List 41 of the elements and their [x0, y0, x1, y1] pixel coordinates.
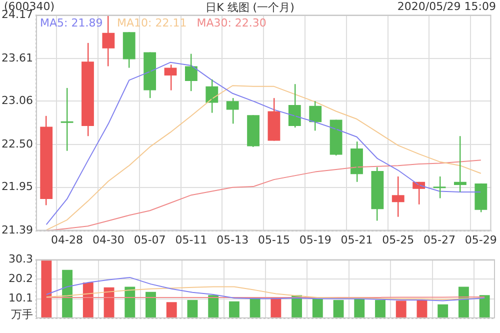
bar [62, 270, 73, 318]
bar [41, 260, 52, 318]
x-tick-label: 05-07 [134, 233, 166, 246]
bar [438, 304, 448, 318]
y-tick-label: 23.06 [2, 94, 33, 108]
y-tick-label: 21.39 [2, 224, 33, 237]
x-tick-label: 05-25 [382, 233, 414, 246]
text: MA30: 22.30 [196, 16, 266, 30]
y-axis-title: 万手 [11, 308, 33, 321]
x-tick-label: 05-19 [299, 233, 332, 246]
x-tick-label: 04-28 [51, 233, 84, 246]
text: MA5: 21.89 [40, 16, 103, 30]
bar [82, 282, 94, 318]
bar [250, 298, 260, 318]
bar [124, 286, 136, 318]
x-tick-label: 05-13 [216, 233, 249, 246]
x-tick-label: 05-21 [340, 233, 373, 246]
chart-subtitle: 日K 线图 (一个月) [206, 1, 294, 14]
y-tick-label: 30.3 [8, 252, 33, 266]
y-tick-label: 23.61 [2, 51, 33, 64]
x-tick-label: 05-27 [424, 233, 456, 246]
bar [333, 300, 344, 318]
y-tick-label: 20.2 [8, 272, 33, 286]
bar [375, 300, 386, 318]
bar [187, 300, 198, 318]
text: MA10: 22.11 [117, 16, 187, 30]
x-tick-label: 05-15 [258, 233, 290, 246]
bar [146, 292, 156, 318]
bar [312, 298, 323, 318]
x-tick-label: 04-30 [92, 233, 124, 246]
y-tick-label: 22.50 [2, 137, 33, 150]
y-tick-label: 21.95 [2, 180, 33, 194]
bar [396, 300, 406, 318]
text: 2020/05/29 15:09 [397, 0, 496, 13]
bar [208, 295, 219, 318]
bar [479, 295, 490, 318]
bar [166, 302, 177, 318]
x-tick-label: 05-29 [464, 233, 497, 246]
bar [228, 301, 240, 318]
x-tick-label: 05-11 [175, 233, 208, 246]
y-tick-label: 10.1 [8, 292, 33, 305]
